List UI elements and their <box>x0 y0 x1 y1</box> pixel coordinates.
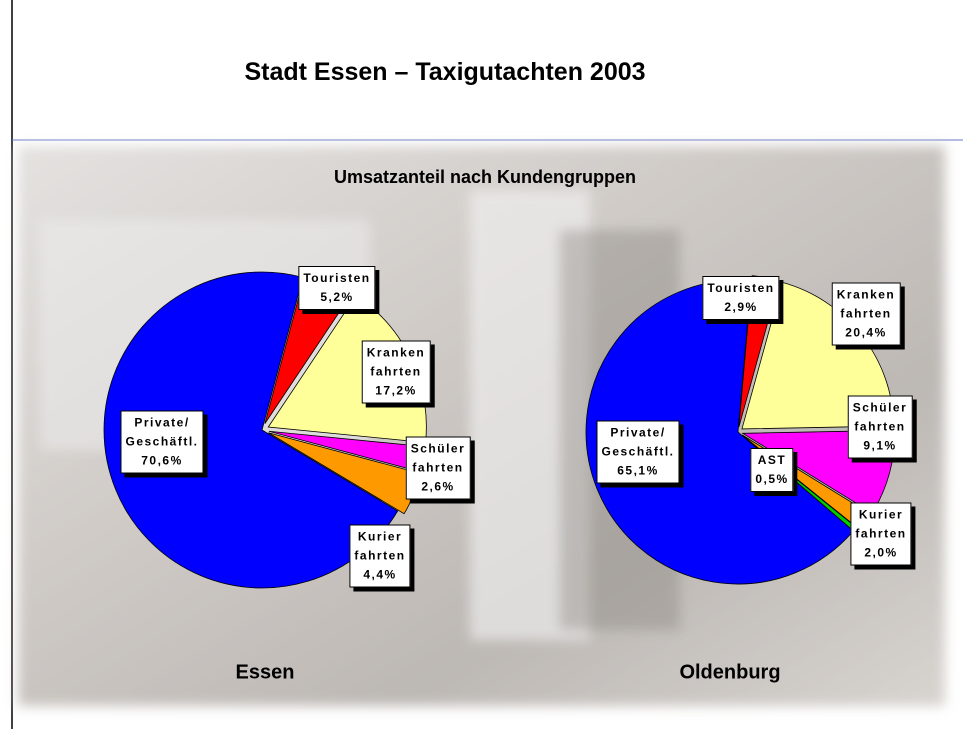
data-label: Private/ Geschäftl.65,1% <box>596 421 679 484</box>
value-label: 2,6% <box>411 478 466 497</box>
category-label: Private/ Geschäftl. <box>125 414 198 452</box>
value-label: 70,6% <box>125 452 198 471</box>
data-label: Private/ Geschäftl.70,6% <box>120 411 203 474</box>
category-label: Private/ Geschäftl. <box>601 424 674 462</box>
category-label: Kurier fahrten <box>855 506 906 544</box>
slide-canvas: Umsatzanteil nach Kundengruppen Essen Old… <box>0 0 963 729</box>
chart-title: Essen <box>236 661 295 683</box>
category-label: Kranken fahrten <box>367 344 426 382</box>
category-label: Touristen <box>707 279 774 298</box>
slide-title: Stadt Essen – Taxigutachten 2003 <box>0 58 890 87</box>
value-label: 4,4% <box>354 566 405 585</box>
category-label: Schüler fahrten <box>853 399 908 437</box>
category-label: Touristen <box>303 269 370 288</box>
value-label: 20,4% <box>837 324 896 343</box>
value-label: 5,2% <box>303 288 370 307</box>
value-label: 65,1% <box>601 462 674 481</box>
value-label: 2,0% <box>855 544 906 563</box>
category-label: Schüler fahrten <box>411 440 466 478</box>
slide: Umsatzanteil nach Kundengruppen Essen Old… <box>0 0 963 729</box>
category-label: Kranken fahrten <box>837 286 896 324</box>
value-label: 0,5% <box>755 470 788 489</box>
chart-subtitle: Umsatzanteil nach Kundengruppen <box>334 167 636 187</box>
value-label: 9,1% <box>853 437 908 456</box>
value-label: 2,9% <box>707 298 774 317</box>
category-label: Kurier fahrten <box>354 528 405 566</box>
chart-title: Oldenburg <box>679 661 780 683</box>
value-label: 17,2% <box>367 382 426 401</box>
category-label: AST <box>755 451 788 470</box>
